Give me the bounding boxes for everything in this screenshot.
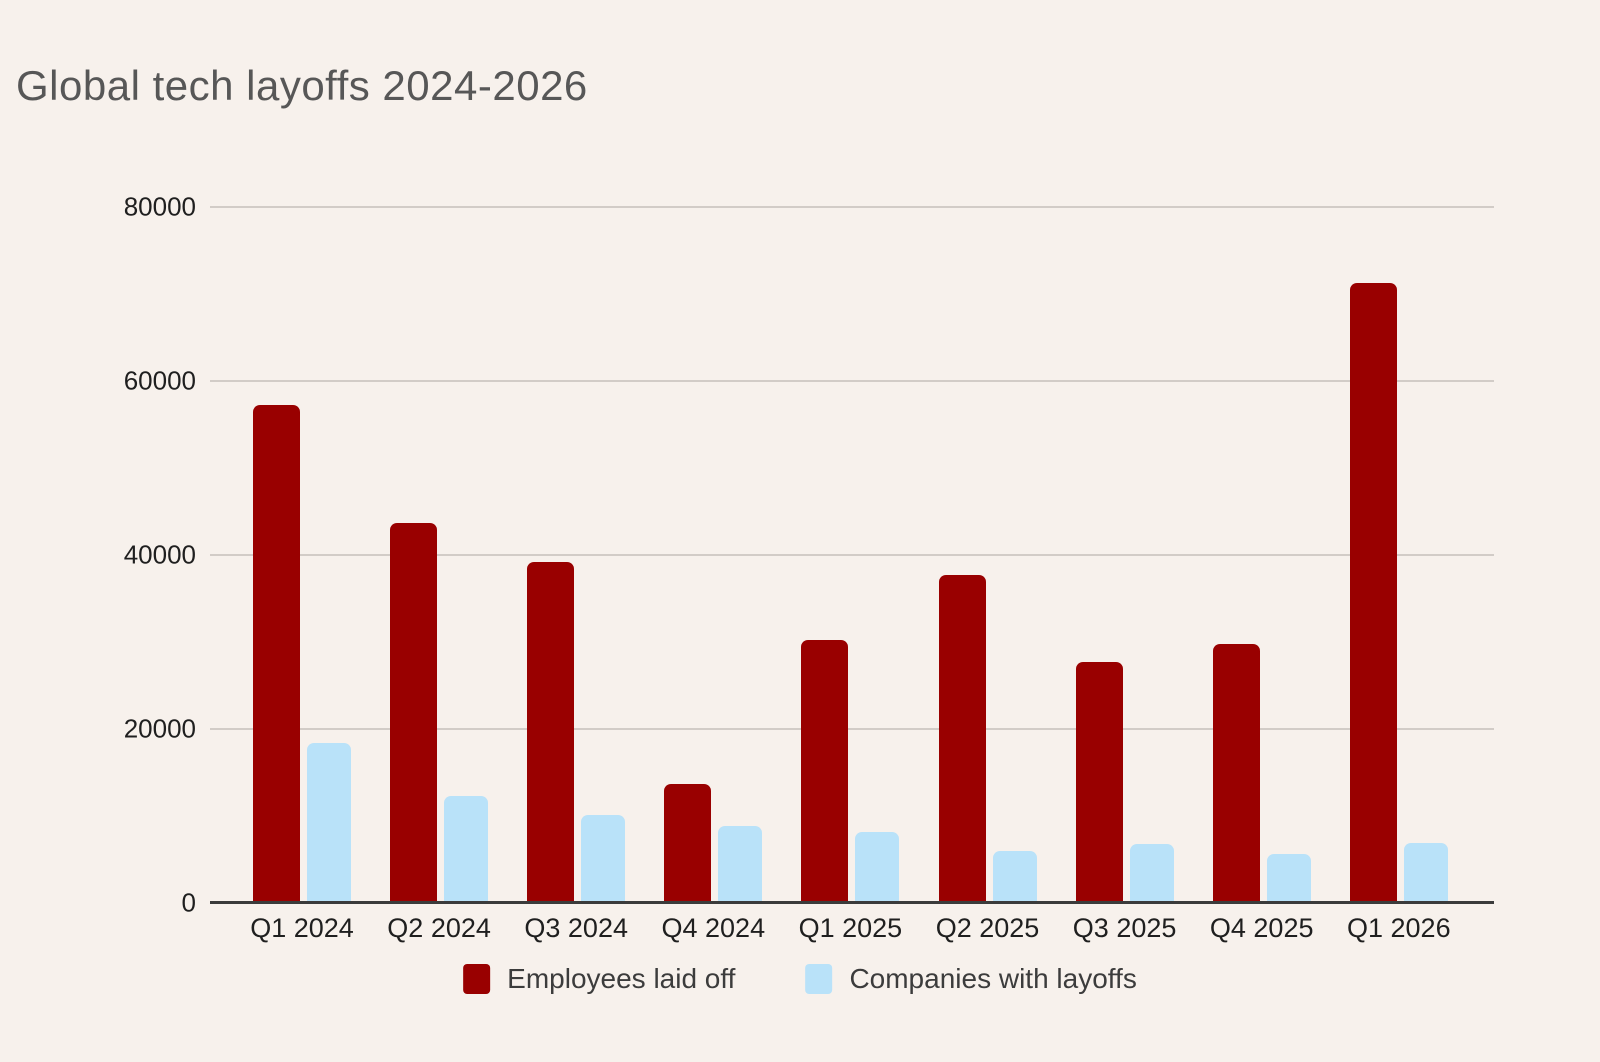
bar-group-q4-2025	[1212, 644, 1311, 901]
bar-companies-with-layoffs-q1-2025[interactable]	[855, 832, 900, 901]
chart-title: Global tech layoffs 2024-2026	[16, 62, 588, 109]
y-tick-label: 60000	[123, 365, 196, 396]
bar-group-q1-2025	[801, 640, 900, 901]
x-tick-label-q3-2025: Q3 2025	[1072, 913, 1177, 943]
bar-companies-with-layoffs-q2-2024[interactable]	[444, 795, 489, 901]
x-tick-label-q4-2024: Q4 2024	[661, 913, 766, 943]
y-tick-label: 0	[181, 887, 196, 918]
y-tick-label: 80000	[123, 191, 196, 222]
bar-companies-with-layoffs-q3-2025[interactable]	[1129, 843, 1174, 901]
legend-swatch-companies-with-layoffs	[805, 964, 833, 994]
bar-companies-with-layoffs-q4-2024[interactable]	[718, 826, 763, 901]
x-axis-tick-labels: Q1 2024 Q2 2024 Q3 2024 Q4 2024 Q1 2025 Q2 20…	[0, 913, 1600, 953]
x-tick-label-q3-2024: Q3 2024	[524, 913, 628, 943]
bar-employees-laid-off-q3-2025[interactable]	[1075, 661, 1123, 901]
x-tick-label-q2-2024: Q2 2024	[387, 913, 491, 943]
bar-group-q1-2024	[253, 405, 351, 901]
x-tick-label-q2-2025: Q2 2025	[935, 913, 1040, 943]
y-axis-tick-labels: 0 20000 40000 60000 80000	[0, 192, 196, 918]
legend: Employees laid off Companies with layoffs	[463, 963, 1137, 995]
bar-employees-laid-off-q4-2025[interactable]	[1212, 644, 1260, 901]
bar-companies-with-layoffs-q1-2024[interactable]	[307, 742, 351, 901]
legend-item-employees-laid-off: Employees laid off	[463, 963, 735, 995]
bar-group-q1-2026	[1349, 283, 1448, 901]
bar-employees-laid-off-q2-2024[interactable]	[390, 522, 438, 901]
bar-employees-laid-off-q3-2024[interactable]	[527, 561, 575, 901]
gridline	[210, 728, 1494, 730]
bar-employees-laid-off-q2-2025[interactable]	[938, 574, 986, 901]
gridline	[210, 554, 1494, 556]
plot-area	[210, 206, 1494, 904]
bar-group-q3-2024	[527, 561, 626, 901]
bar-companies-with-layoffs-q1-2026[interactable]	[1403, 842, 1448, 901]
gridline	[210, 206, 1494, 208]
bar-group-q3-2025	[1075, 661, 1174, 901]
gridline	[210, 380, 1494, 382]
bar-companies-with-layoffs-q3-2024[interactable]	[581, 814, 626, 901]
bar-companies-with-layoffs-q2-2025[interactable]	[992, 851, 1037, 901]
bar-group-q2-2024	[390, 522, 489, 901]
bar-companies-with-layoffs-q4-2025[interactable]	[1266, 854, 1311, 901]
bar-group-q2-2025	[938, 574, 1037, 901]
bar-employees-laid-off-q1-2026[interactable]	[1349, 283, 1397, 901]
bar-employees-laid-off-q1-2024[interactable]	[253, 405, 300, 901]
bar-employees-laid-off-q4-2024[interactable]	[664, 783, 712, 901]
legend-swatch-employees-laid-off	[463, 964, 491, 994]
x-tick-label-q1-2025: Q1 2025	[798, 913, 903, 943]
x-tick-label-q4-2025: Q4 2025	[1209, 913, 1314, 943]
legend-label-companies-with-layoffs: Companies with layoffs	[849, 963, 1137, 994]
bar-employees-laid-off-q1-2025[interactable]	[801, 640, 849, 901]
x-tick-label-q1-2026: Q1 2026	[1347, 913, 1451, 943]
y-tick-label: 20000	[123, 713, 196, 744]
legend-label-employees-laid-off: Employees laid off	[507, 963, 736, 994]
legend-item-companies-with-layoffs: Companies with layoffs	[805, 963, 1137, 995]
x-axis-line	[210, 901, 1494, 904]
y-tick-label: 40000	[123, 539, 196, 570]
bar-group-q4-2024	[664, 783, 763, 901]
x-tick-label-q1-2024: Q1 2024	[250, 913, 354, 943]
